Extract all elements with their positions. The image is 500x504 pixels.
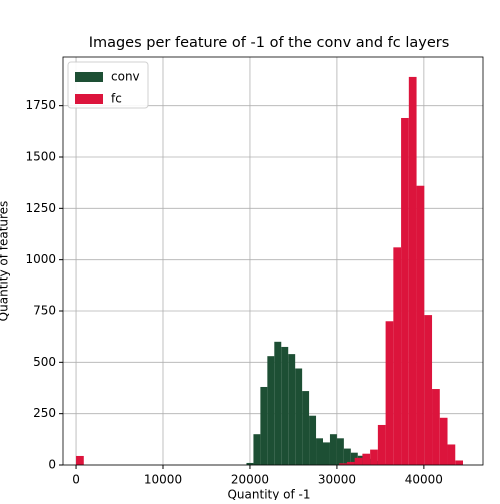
y-tick-label: 500: [33, 355, 56, 369]
bar: [362, 453, 371, 465]
y-tick-label: 1000: [25, 252, 56, 266]
y-tick-label: 0: [48, 458, 56, 472]
x-tick-label: 30000: [318, 473, 356, 487]
x-tick-label: 20000: [231, 473, 269, 487]
bar: [350, 452, 358, 465]
bar: [281, 346, 289, 465]
legend-swatch: [75, 72, 103, 82]
y-tick-label: 1500: [25, 149, 56, 163]
bar: [385, 321, 394, 465]
bar: [346, 461, 355, 465]
plot-frame: [62, 56, 484, 466]
legend-swatch: [75, 94, 103, 104]
x-tick-label: 10000: [144, 473, 182, 487]
bar: [432, 389, 440, 465]
bar: [408, 76, 417, 465]
y-tick-label: 1750: [25, 98, 56, 112]
bar: [416, 185, 425, 465]
bar: [401, 117, 409, 465]
bar: [260, 386, 268, 465]
bar: [316, 438, 323, 465]
bar: [354, 457, 363, 465]
bar: [295, 368, 303, 465]
x-tick-label: 0: [72, 473, 80, 487]
bar: [439, 417, 448, 465]
bar: [323, 442, 330, 465]
chart-title: Images per feature of -1 of the conv and…: [89, 35, 450, 51]
bar: [424, 315, 433, 465]
bar: [302, 391, 310, 465]
bar: [288, 354, 296, 465]
bar: [377, 424, 386, 465]
bar: [329, 434, 337, 465]
legend-label: conv: [111, 70, 140, 84]
bar: [370, 449, 378, 465]
y-tick-label: 1250: [25, 201, 56, 215]
bar: [339, 463, 347, 465]
x-axis-label: Quantity of -1: [227, 488, 310, 501]
bar: [455, 460, 463, 465]
bars: [76, 76, 463, 465]
bar: [447, 444, 456, 465]
y-tick-label: 250: [33, 406, 56, 420]
bar: [246, 462, 254, 465]
bar: [274, 341, 282, 465]
bar: [253, 434, 261, 465]
y-axis-label: Quantity of features: [0, 201, 11, 322]
bar: [343, 448, 351, 465]
bar: [76, 455, 84, 465]
bar: [309, 415, 317, 465]
bar: [393, 247, 402, 465]
y-tick-label: 750: [33, 303, 56, 317]
bar: [336, 438, 344, 465]
bar: [267, 356, 275, 465]
legend-label: fc: [111, 92, 122, 106]
x-tick-label: 40000: [405, 473, 443, 487]
